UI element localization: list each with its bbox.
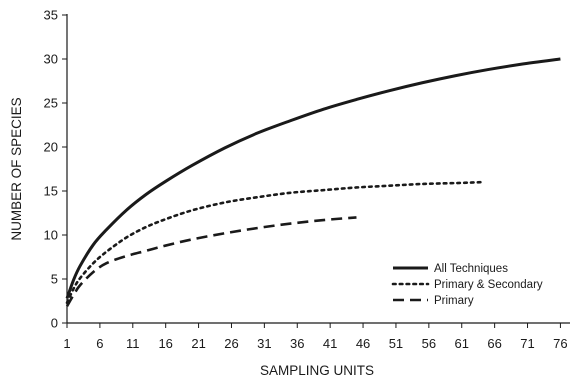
x-tick-label: 21: [191, 336, 205, 351]
legend-label-primary: Primary: [434, 295, 474, 307]
x-tick-label: 16: [158, 336, 172, 351]
x-axis-title: SAMPLING UNITS: [260, 363, 374, 378]
axes: [66, 14, 570, 324]
x-tick-label: 46: [356, 336, 370, 351]
series-line-all-techniques: [65, 57, 561, 299]
x-tick-label: 41: [323, 336, 337, 351]
y-tick-label: 25: [44, 96, 58, 111]
y-tick-label: 0: [51, 316, 58, 331]
x-tick-label: 76: [553, 336, 567, 351]
legend-label-primary-secondary: Primary & Secondary: [434, 279, 543, 291]
x-tick-label: 51: [389, 336, 403, 351]
series-layer: [65, 57, 561, 307]
x-tick-label: 61: [455, 336, 469, 351]
y-tick-label: 35: [44, 8, 58, 23]
y-tick-label: 30: [44, 52, 58, 67]
x-tick-label: 56: [422, 336, 436, 351]
y-tick-label: 20: [44, 140, 58, 155]
x-tick-label: 66: [487, 336, 501, 351]
y-axis-title: NUMBER OF SPECIES: [9, 97, 24, 240]
x-tick-label: 1: [63, 336, 70, 351]
x-tick-label: 26: [224, 336, 238, 351]
y-ticks: 0 5 10 15 20 25 30 35: [44, 8, 67, 331]
x-tick-label: 36: [290, 336, 304, 351]
x-tick-label: 11: [126, 336, 140, 351]
series-line-primary: [65, 216, 357, 307]
x-tick-label: 6: [96, 336, 103, 351]
y-tick-label: 10: [44, 228, 58, 243]
series-line-primary-secondary: [65, 180, 483, 305]
y-tick-label: 15: [44, 184, 58, 199]
x-tick-label: 31: [257, 336, 271, 351]
y-tick-label: 5: [51, 272, 58, 287]
legend-label-all-techniques: All Techniques: [434, 263, 508, 275]
legend: All Techniques Primary & Secondary Primary: [391, 263, 543, 307]
x-tick-label: 71: [520, 336, 534, 351]
x-ticks: 1 6 11 16 21 26 31 36 41 46 51 56 61 66 71 76: [63, 323, 568, 351]
